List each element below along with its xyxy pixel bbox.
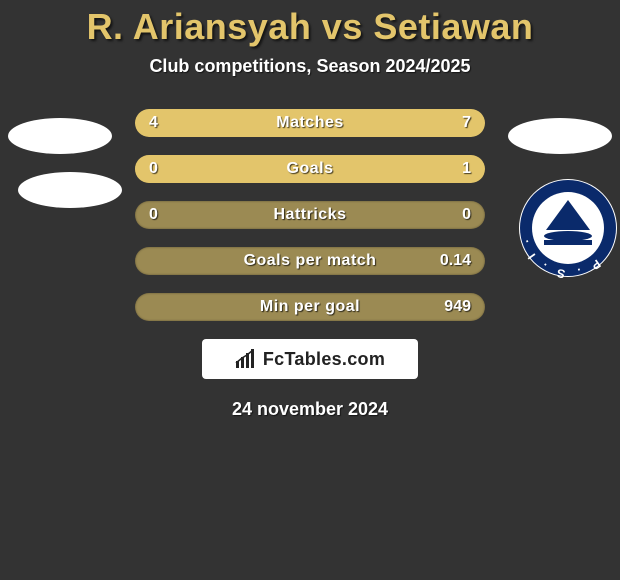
comparison-card: R. Ariansyah vs Setiawan Club competitio… — [0, 0, 620, 580]
stat-row: 00Hattricks — [135, 201, 485, 229]
stat-label: Goals per match — [135, 247, 485, 275]
bar-chart-icon — [235, 348, 257, 370]
stat-label: Min per goal — [135, 293, 485, 321]
stats-area: 47Matches 01Goals 00Hattricks 0.14Goals per… — [0, 109, 620, 321]
stat-row: 01Goals — [135, 155, 485, 183]
stat-label: Matches — [135, 109, 485, 137]
stat-row: 47Matches — [135, 109, 485, 137]
stat-label: Goals — [135, 155, 485, 183]
page-title: R. Ariansyah vs Setiawan — [0, 0, 620, 48]
stat-row: 949Min per goal — [135, 293, 485, 321]
stat-label: Hattricks — [135, 201, 485, 229]
stat-row: 0.14Goals per match — [135, 247, 485, 275]
page-subtitle: Club competitions, Season 2024/2025 — [0, 56, 620, 77]
date-line: 24 november 2024 — [0, 399, 620, 420]
attribution-text: FcTables.com — [263, 349, 385, 370]
attribution-box: FcTables.com — [202, 339, 418, 379]
